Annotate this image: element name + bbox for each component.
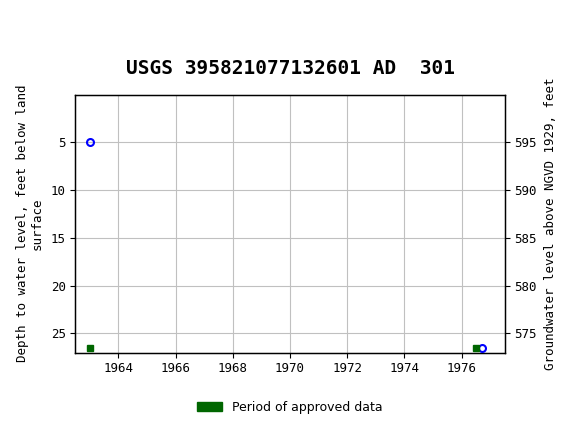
Y-axis label: Depth to water level, feet below land
surface: Depth to water level, feet below land su… <box>16 85 44 362</box>
Y-axis label: Groundwater level above NGVD 1929, feet: Groundwater level above NGVD 1929, feet <box>544 77 557 370</box>
Text: ≣USGS: ≣USGS <box>17 10 72 28</box>
Text: USGS 395821077132601 AD  301: USGS 395821077132601 AD 301 <box>125 59 455 78</box>
Legend: Period of approved data: Period of approved data <box>192 396 388 418</box>
